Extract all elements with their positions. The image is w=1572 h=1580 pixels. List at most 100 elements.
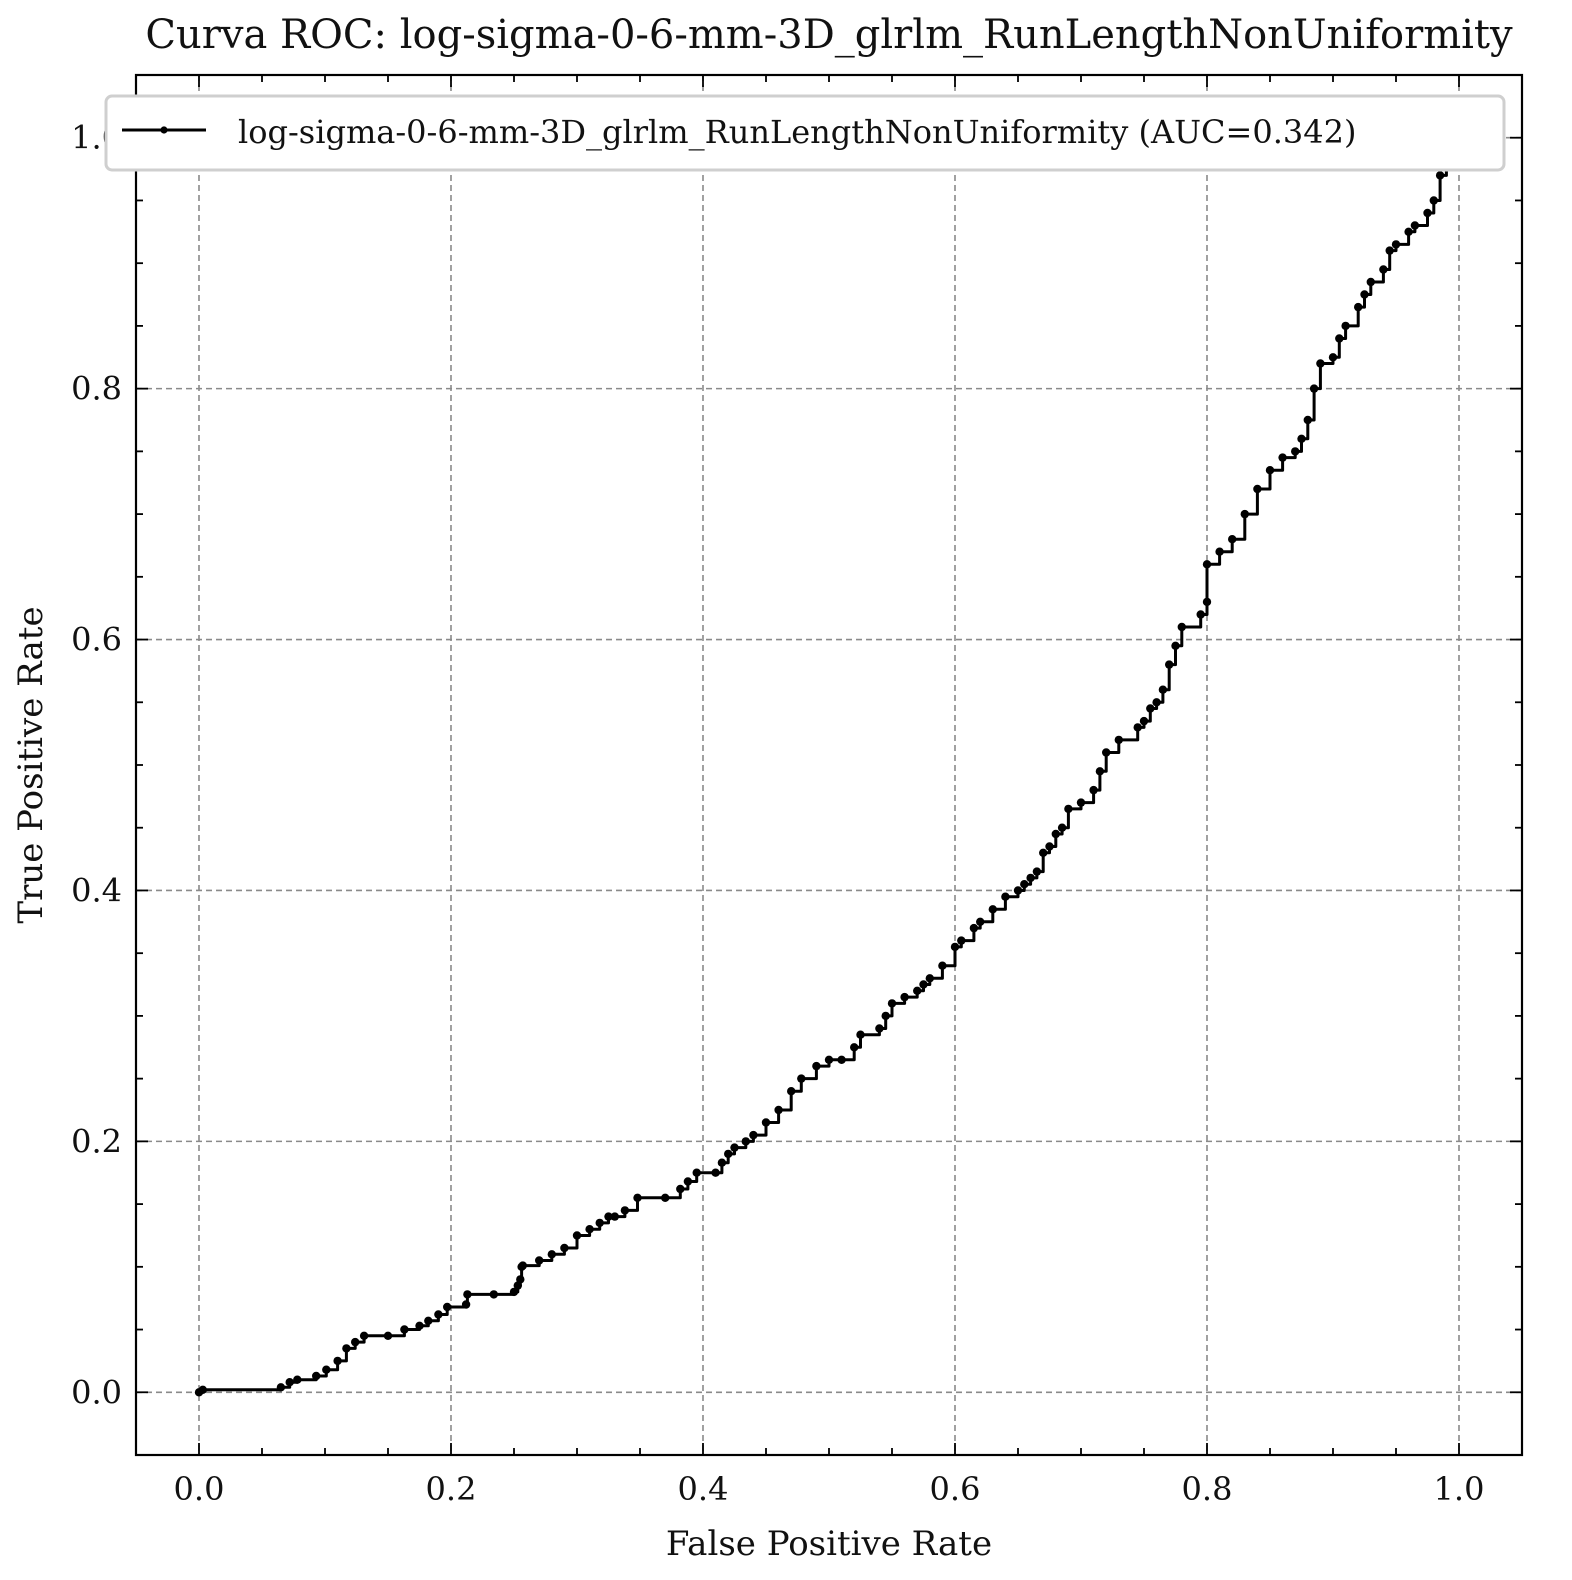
roc-point — [1228, 535, 1237, 544]
roc-point — [957, 936, 966, 945]
roc-point — [560, 1243, 569, 1253]
roc-point — [1152, 698, 1161, 707]
roc-point — [938, 961, 947, 970]
y-tick-label: 0.6 — [71, 621, 122, 659]
roc-point — [1297, 434, 1306, 443]
roc-point — [875, 1024, 884, 1033]
legend-marker-swatch — [160, 126, 168, 134]
roc-point — [1354, 302, 1363, 312]
roc-point — [516, 1275, 525, 1284]
roc-point — [509, 1287, 519, 1297]
x-tick-label: 0.6 — [930, 1470, 981, 1508]
y-axis-label: True Positive Rate — [11, 606, 51, 923]
roc-point — [881, 1011, 890, 1021]
roc-point — [312, 1371, 321, 1381]
roc-point — [919, 980, 928, 989]
roc-point — [276, 1383, 286, 1392]
roc-point — [400, 1325, 409, 1334]
roc-point — [415, 1321, 424, 1331]
roc-point — [1064, 804, 1073, 814]
roc-point — [837, 1055, 846, 1065]
legend-box — [104, 94, 1506, 172]
x-tick-label: 0.4 — [678, 1470, 729, 1508]
roc-point — [1435, 171, 1445, 180]
roc-point — [683, 1177, 693, 1186]
roc-point — [1165, 660, 1174, 669]
roc-point — [610, 1212, 619, 1221]
x-tick-label: 0.0 — [174, 1470, 225, 1508]
roc-point — [463, 1290, 472, 1299]
roc-point — [1171, 641, 1180, 650]
roc-point — [692, 1168, 701, 1177]
roc-point — [285, 1378, 294, 1387]
roc-point — [661, 1193, 670, 1203]
roc-point — [322, 1365, 331, 1374]
roc-point — [774, 1105, 783, 1115]
x-tick-label: 0.8 — [1182, 1470, 1233, 1508]
roc-point — [1095, 767, 1105, 776]
roc-point — [1133, 723, 1142, 732]
roc-point — [620, 1206, 630, 1215]
roc-point — [925, 974, 934, 983]
axis-ticks — [135, 74, 1523, 1456]
roc-point — [1423, 208, 1432, 218]
roc-point — [1366, 277, 1376, 287]
roc-point — [1202, 560, 1212, 569]
roc-point — [1385, 246, 1394, 255]
roc-point — [1177, 622, 1187, 632]
roc-point — [1391, 240, 1401, 249]
roc-point — [461, 1300, 471, 1309]
roc-point — [585, 1225, 594, 1234]
roc-point — [1139, 716, 1149, 726]
roc-point — [730, 1143, 739, 1152]
roc-point — [761, 1118, 771, 1127]
roc-point — [711, 1168, 720, 1177]
y-tick-label: 0.4 — [71, 871, 122, 909]
chart-title: Curva ROC: log-sigma-0-6-mm-3D_glrlm_Run… — [145, 12, 1513, 58]
roc-point — [1309, 384, 1319, 393]
roc-point — [342, 1344, 351, 1353]
roc-point — [572, 1231, 582, 1240]
roc-point — [1102, 748, 1111, 757]
roc-point — [1410, 221, 1420, 230]
roc-point — [595, 1218, 604, 1228]
roc-point — [1335, 334, 1344, 343]
roc-point — [351, 1337, 360, 1347]
roc-point — [1089, 785, 1098, 795]
roc-point — [1114, 735, 1124, 745]
roc-point — [1215, 547, 1224, 556]
roc-point — [1253, 484, 1262, 494]
roc-point — [434, 1310, 443, 1319]
roc-point — [1032, 867, 1042, 876]
roc-point — [913, 986, 922, 995]
roc-point — [717, 1158, 727, 1167]
roc-point — [443, 1302, 452, 1312]
roc-point — [724, 1149, 733, 1159]
roc-point — [1001, 892, 1010, 901]
roc-point — [850, 1043, 859, 1052]
roc-curve-line — [199, 137, 1448, 1394]
roc-point — [424, 1316, 433, 1326]
x-tick-label: 0.2 — [426, 1470, 477, 1508]
roc-point — [383, 1331, 393, 1341]
tick-labels: 0.0 0.2 0.4 0.6 0.8 1.00.00.20.40.60.81.0 — [71, 119, 1484, 1508]
roc-point — [633, 1193, 642, 1203]
legend: log-sigma-0-6-mm-3D_glrlm_RunLengthNonUn… — [104, 94, 1506, 172]
plot-frame — [134, 73, 1524, 1457]
roc-point — [1404, 227, 1413, 236]
y-tick-label: 0.2 — [71, 1122, 122, 1160]
roc-point — [1013, 886, 1023, 895]
roc-point — [676, 1184, 685, 1194]
roc-point — [535, 1256, 544, 1265]
roc-point — [900, 992, 909, 1002]
roc-point — [1039, 848, 1048, 857]
legend-label: log-sigma-0-6-mm-3D_glrlm_RunLengthNonUn… — [238, 113, 1356, 151]
roc-point — [1158, 685, 1168, 694]
roc-point — [976, 917, 985, 926]
roc-point — [950, 942, 960, 952]
roc-point — [1196, 610, 1205, 619]
roc-point — [1303, 415, 1313, 425]
roc-point — [1045, 842, 1054, 851]
roc-point — [887, 999, 897, 1008]
roc-point — [1026, 873, 1035, 883]
